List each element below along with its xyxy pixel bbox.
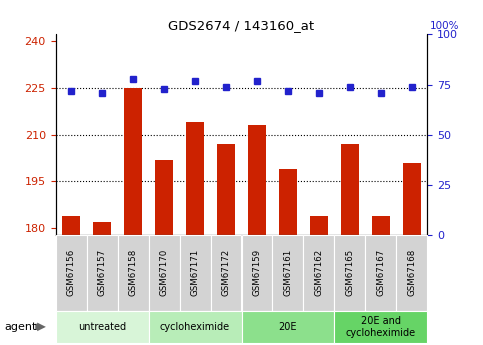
Bar	[341, 144, 359, 235]
Text: GSM67159: GSM67159	[253, 249, 261, 296]
Bar	[124, 88, 142, 235]
Text: GSM67165: GSM67165	[345, 249, 355, 296]
Bar	[310, 216, 328, 235]
Text: GSM67156: GSM67156	[67, 249, 75, 296]
Bar	[186, 122, 204, 235]
Text: GSM67171: GSM67171	[190, 249, 199, 296]
Bar	[279, 169, 297, 235]
Text: 20E and
cycloheximide: 20E and cycloheximide	[346, 316, 416, 338]
Text: GSM67162: GSM67162	[314, 249, 324, 296]
Text: GSM67167: GSM67167	[376, 249, 385, 296]
Bar	[217, 144, 235, 235]
Text: cycloheximide: cycloheximide	[160, 322, 230, 332]
Bar	[62, 216, 80, 235]
Bar	[248, 125, 266, 235]
Text: 20E: 20E	[279, 322, 297, 332]
Text: 100%: 100%	[430, 21, 459, 31]
Text: agent: agent	[5, 322, 37, 332]
Bar	[372, 216, 390, 235]
Text: untreated: untreated	[78, 322, 126, 332]
Bar	[403, 163, 421, 235]
Text: GDS2674 / 143160_at: GDS2674 / 143160_at	[169, 19, 314, 32]
Text: GSM67172: GSM67172	[222, 249, 230, 296]
Bar	[155, 159, 173, 235]
Text: GSM67161: GSM67161	[284, 249, 293, 296]
Text: GSM67157: GSM67157	[98, 249, 107, 296]
Text: GSM67158: GSM67158	[128, 249, 138, 296]
Text: GSM67168: GSM67168	[408, 249, 416, 296]
Text: GSM67170: GSM67170	[159, 249, 169, 296]
Bar	[93, 222, 112, 235]
